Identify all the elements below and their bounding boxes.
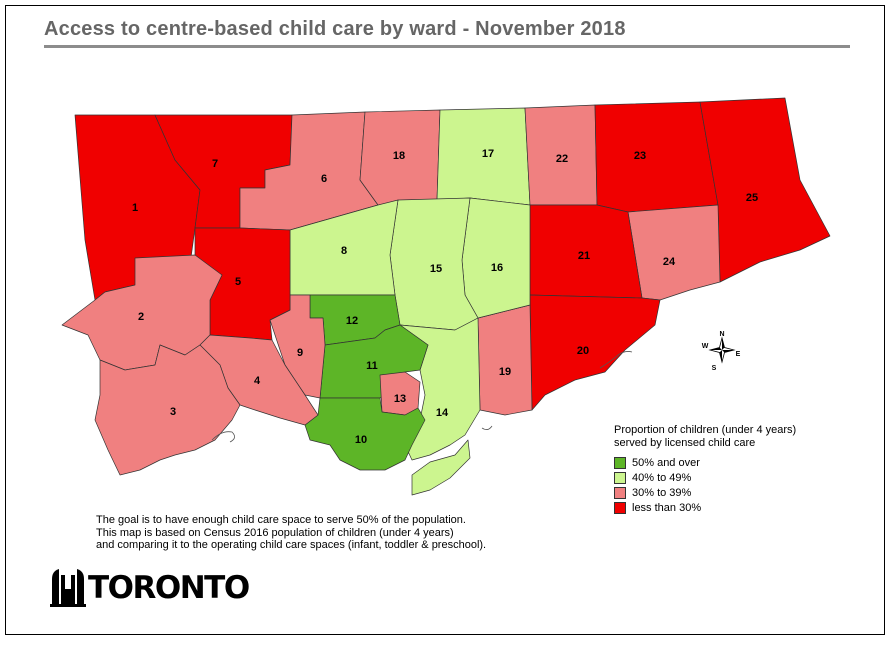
legend-label-4: less than 30% xyxy=(632,502,702,514)
legend-swatch-2 xyxy=(614,472,626,485)
ward-label-8: 8 xyxy=(341,245,347,257)
ward-16[interactable] xyxy=(461,197,531,319)
ward-label-23: 23 xyxy=(634,150,646,162)
legend-swatch-1 xyxy=(614,457,626,470)
ward-label-3: 3 xyxy=(170,406,176,418)
legend-item-1: 50% and over xyxy=(614,457,700,470)
city-hall-icon xyxy=(50,569,86,607)
ward-19[interactable] xyxy=(477,304,533,416)
shoreline-detail-west xyxy=(211,431,235,443)
map-title: Access to centre-based child care by war… xyxy=(44,18,626,40)
ward-24[interactable] xyxy=(627,204,721,301)
ward-label-4: 4 xyxy=(254,375,261,387)
note-line-1: The goal is to have enough child care sp… xyxy=(96,514,466,526)
ward-label-19: 19 xyxy=(499,366,511,378)
ward-label-16: 16 xyxy=(491,262,503,274)
note-line-3: and comparing it to the operating child … xyxy=(96,539,487,551)
ward-label-18: 18 xyxy=(393,150,405,162)
legend-item-4: less than 30% xyxy=(614,502,702,515)
ward-label-22: 22 xyxy=(556,153,568,165)
legend-label-2: 40% to 49% xyxy=(632,472,692,484)
logo-wordmark: TORONTO xyxy=(88,570,250,606)
ward-label-2: 2 xyxy=(138,311,144,323)
ward-label-12: 12 xyxy=(346,315,358,327)
ward-label-20: 20 xyxy=(577,345,589,357)
compass-e-label: E xyxy=(736,351,741,358)
ward-10[interactable] xyxy=(304,397,426,471)
compass-s-label: S xyxy=(712,365,717,372)
shoreline-detail-harbour xyxy=(481,425,493,430)
ward-14-island[interactable] xyxy=(411,439,471,496)
ward-label-17: 17 xyxy=(482,148,494,160)
ward-label-14: 14 xyxy=(436,407,449,419)
ward-label-1: 1 xyxy=(132,202,138,214)
legend-swatch-4 xyxy=(614,502,626,515)
legend-title: Proportion of children (under 4 years) s… xyxy=(614,424,797,449)
toronto-logo: TORONTO xyxy=(50,565,250,607)
legend-item-3: 30% to 39% xyxy=(614,487,692,500)
ward-label-5: 5 xyxy=(235,276,241,288)
ward-label-10: 10 xyxy=(355,434,367,446)
legend-swatch-3 xyxy=(614,487,626,500)
compass-n-label: N xyxy=(719,331,724,338)
ward-label-15: 15 xyxy=(430,263,442,275)
ward-label-24: 24 xyxy=(663,256,676,268)
legend-label-3: 30% to 39% xyxy=(632,487,692,499)
compass-w-label: W xyxy=(702,343,709,350)
methodology-note: The goal is to have enough child care sp… xyxy=(96,514,536,552)
legend-item-2: 40% to 49% xyxy=(614,472,692,485)
ward-3[interactable] xyxy=(94,344,241,476)
note-line-2: This map is based on Census 2016 populat… xyxy=(96,526,454,539)
ward-label-21: 21 xyxy=(578,250,590,262)
shoreline-detail-east xyxy=(599,351,633,369)
ward-label-9: 9 xyxy=(297,347,303,359)
compass-rose: N S E W xyxy=(702,331,741,372)
ward-20[interactable] xyxy=(529,294,661,411)
legend-label-1: 50% and over xyxy=(632,457,700,469)
ward-23[interactable] xyxy=(594,101,719,213)
ward-label-7: 7 xyxy=(212,158,218,170)
ward-label-25: 25 xyxy=(746,192,758,204)
ward-label-11: 11 xyxy=(366,360,378,372)
ward-label-6: 6 xyxy=(321,173,327,185)
title-rule xyxy=(44,45,850,48)
ward-label-13: 13 xyxy=(394,393,406,405)
